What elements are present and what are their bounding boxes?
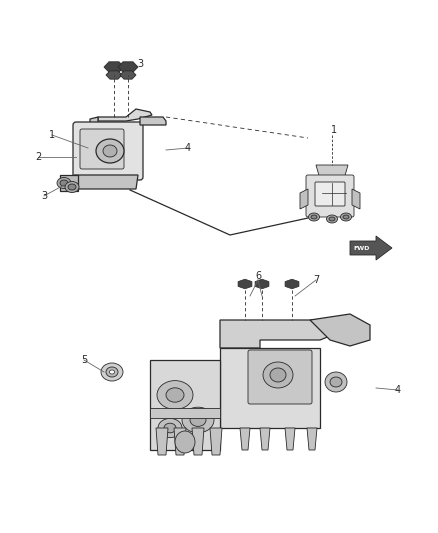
Polygon shape (255, 279, 269, 289)
Ellipse shape (329, 217, 335, 221)
FancyBboxPatch shape (150, 408, 220, 418)
Ellipse shape (157, 381, 193, 409)
Polygon shape (240, 428, 250, 450)
FancyBboxPatch shape (220, 348, 320, 428)
Ellipse shape (166, 388, 184, 402)
Ellipse shape (308, 213, 319, 221)
Ellipse shape (325, 372, 347, 392)
Ellipse shape (270, 368, 286, 382)
FancyBboxPatch shape (248, 350, 312, 404)
Polygon shape (74, 175, 138, 189)
FancyBboxPatch shape (306, 175, 354, 217)
Ellipse shape (65, 182, 79, 192)
Polygon shape (238, 279, 252, 289)
Ellipse shape (96, 139, 124, 163)
Polygon shape (220, 320, 330, 348)
Ellipse shape (182, 407, 214, 433)
Polygon shape (192, 428, 204, 455)
Polygon shape (104, 62, 124, 72)
Polygon shape (140, 117, 166, 125)
Ellipse shape (57, 177, 71, 189)
Text: 4: 4 (185, 143, 191, 153)
Text: 3: 3 (137, 59, 143, 69)
Text: 5: 5 (81, 355, 87, 365)
Ellipse shape (101, 363, 123, 381)
Ellipse shape (164, 423, 176, 433)
FancyBboxPatch shape (315, 182, 345, 206)
Polygon shape (310, 314, 370, 346)
Ellipse shape (330, 377, 342, 387)
Ellipse shape (68, 184, 76, 190)
Text: 3: 3 (41, 191, 47, 201)
Text: FWD: FWD (354, 246, 370, 252)
Ellipse shape (340, 213, 352, 221)
Text: 2: 2 (35, 152, 41, 162)
Polygon shape (98, 109, 152, 121)
Polygon shape (150, 360, 220, 450)
Polygon shape (210, 428, 222, 455)
Polygon shape (90, 117, 98, 163)
Ellipse shape (158, 418, 182, 438)
Text: 1: 1 (331, 125, 337, 135)
Ellipse shape (106, 367, 118, 377)
Text: 4: 4 (395, 385, 401, 395)
Polygon shape (316, 165, 348, 179)
Ellipse shape (263, 362, 293, 388)
Polygon shape (118, 62, 138, 72)
Ellipse shape (110, 370, 114, 374)
Text: 1: 1 (49, 130, 55, 140)
Polygon shape (285, 428, 295, 450)
Polygon shape (120, 71, 136, 79)
Ellipse shape (343, 215, 349, 219)
FancyBboxPatch shape (80, 129, 124, 169)
Text: 6: 6 (255, 271, 261, 281)
Polygon shape (106, 71, 122, 79)
Polygon shape (174, 428, 186, 455)
Ellipse shape (175, 431, 195, 453)
Text: 7: 7 (313, 275, 319, 285)
Ellipse shape (326, 215, 338, 223)
Ellipse shape (103, 145, 117, 157)
Ellipse shape (190, 414, 206, 426)
Polygon shape (260, 428, 270, 450)
Polygon shape (300, 189, 308, 209)
Polygon shape (156, 428, 168, 455)
Polygon shape (352, 189, 360, 209)
Ellipse shape (311, 215, 317, 219)
Polygon shape (307, 428, 317, 450)
Polygon shape (350, 236, 392, 260)
Ellipse shape (60, 180, 68, 186)
Polygon shape (60, 175, 78, 191)
Polygon shape (285, 279, 299, 289)
FancyBboxPatch shape (73, 122, 143, 180)
